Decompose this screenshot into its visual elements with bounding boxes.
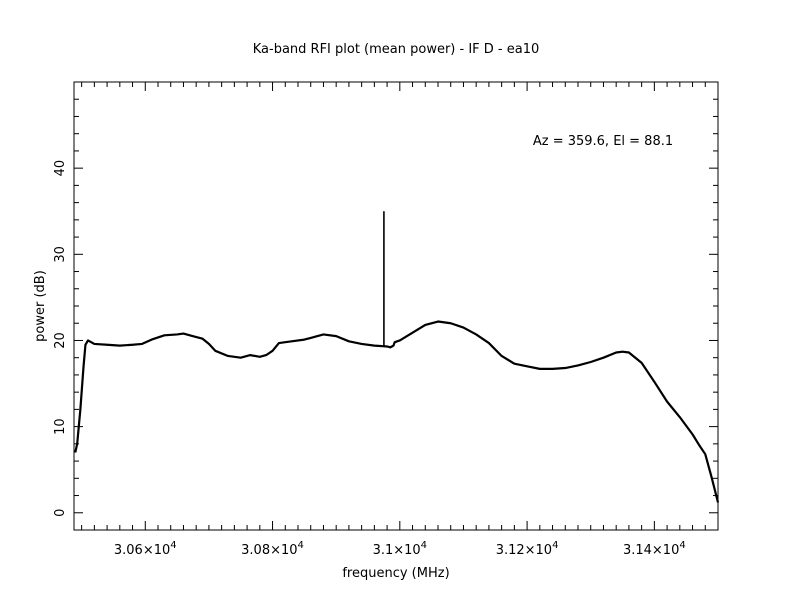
y-tick-label: 40	[53, 160, 68, 177]
y-tick-label: 0	[53, 509, 68, 517]
axis-tick-labels: 3.06×104 3.08×104 3.1×104 3.12×104 3.14×104 0…	[53, 160, 686, 558]
x-tick-label: 3.08×104	[241, 540, 304, 558]
x-axis-label: frequency (MHz)	[342, 566, 449, 581]
x-tick-label: 3.12×104	[496, 540, 559, 558]
chart-title: Ka-band RFI plot (mean power) - IF D - e…	[253, 42, 540, 57]
az-el-annotation: Az = 359.6, El = 88.1	[533, 134, 673, 149]
x-tick-label: 3.14×104	[623, 540, 686, 558]
y-tick-label: 30	[53, 246, 68, 263]
power-spectrum-line	[74, 320, 720, 503]
x-tick-label: 3.1×104	[373, 540, 427, 558]
y-axis-label: power (dB)	[33, 270, 48, 342]
y-tick-label: 20	[53, 332, 68, 349]
x-tick-label: 3.06×104	[114, 540, 177, 558]
y-tick-label: 10	[53, 418, 68, 435]
plot-frame	[73, 81, 719, 531]
axis-ticks	[74, 82, 719, 530]
data-series	[74, 211, 720, 503]
